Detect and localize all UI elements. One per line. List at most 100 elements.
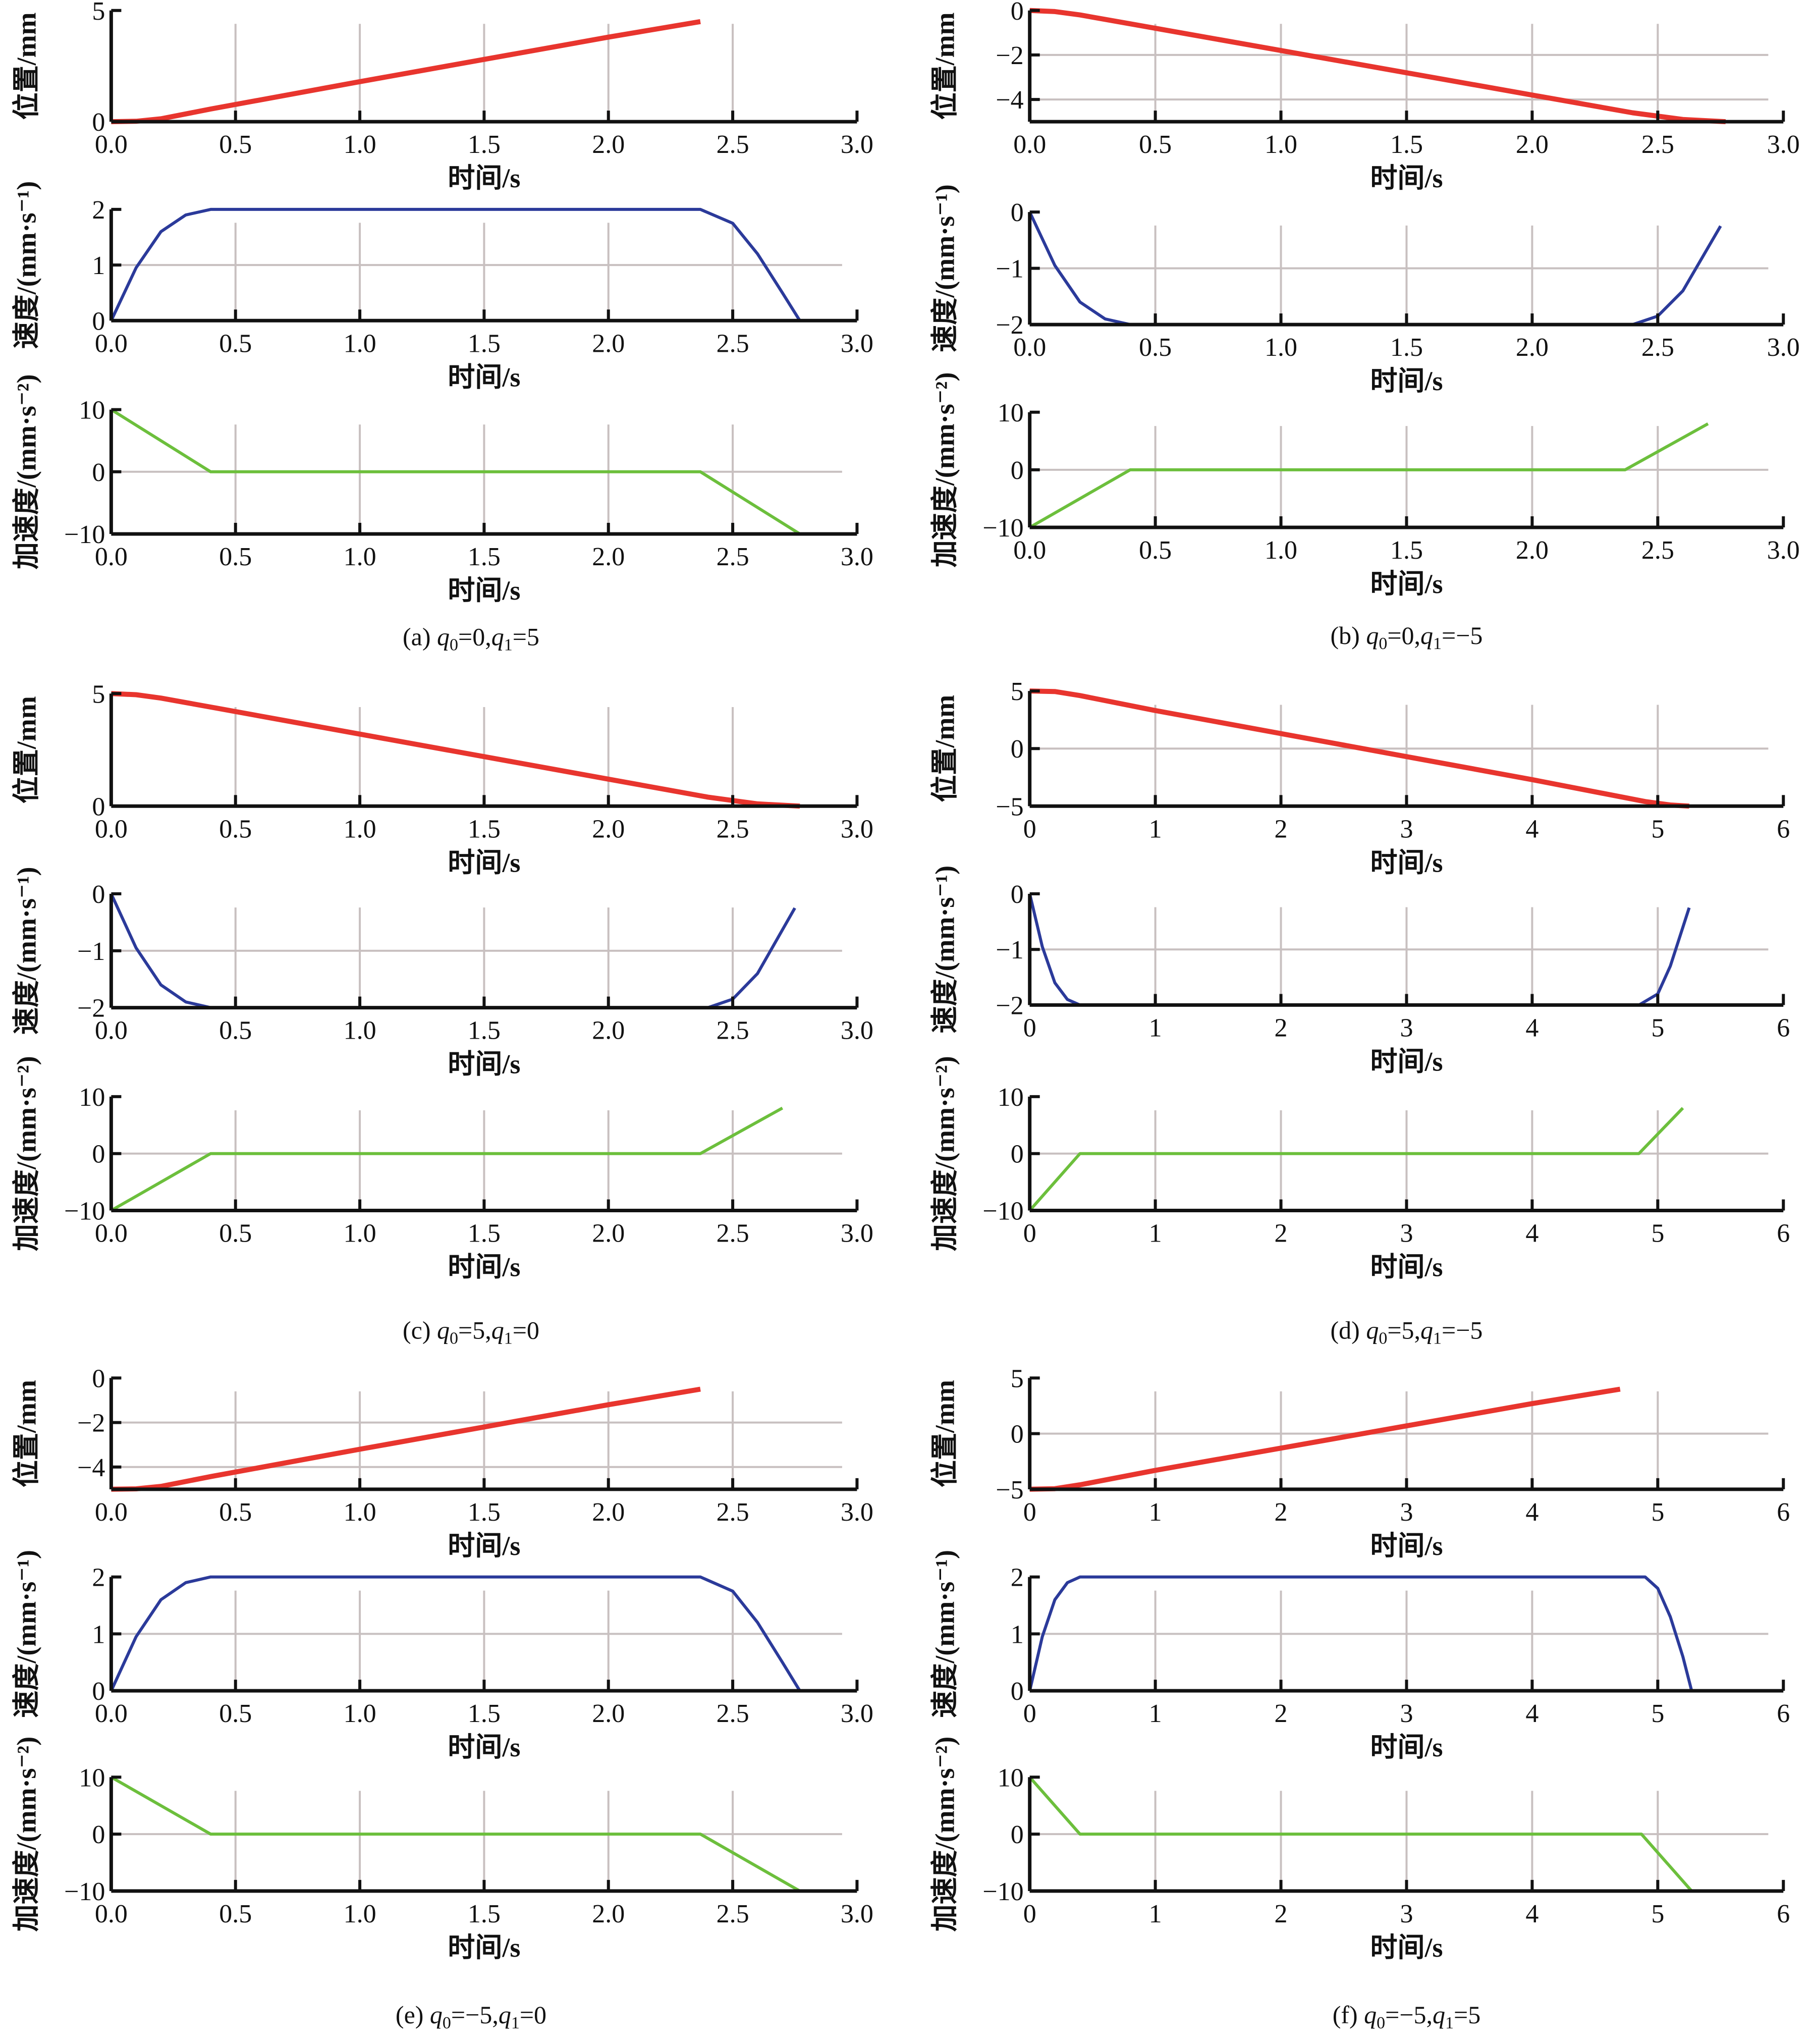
- y-tick-label: 0: [92, 458, 105, 487]
- y-tick-label: 0: [1011, 1820, 1024, 1849]
- x-tick-label: 2.5: [717, 815, 749, 843]
- x-tick-label: 3: [1400, 1900, 1413, 1928]
- caption-q1-subscript: 1: [504, 1329, 513, 1348]
- x-tick-label: 0.0: [1013, 536, 1046, 565]
- y-tick-label: 10: [79, 1763, 105, 1792]
- caption-q0-subscript: 0: [1379, 634, 1387, 653]
- x-tick-label: 5: [1651, 815, 1664, 843]
- x-tick-label: 4: [1525, 1498, 1539, 1527]
- caption-q0-subscript: 0: [450, 1329, 458, 1348]
- x-tick-label: 3.0: [841, 1498, 873, 1527]
- caption-q0-value: −5: [1399, 2001, 1426, 2029]
- y-tick-label: −4: [77, 1454, 105, 1482]
- y-axis-label: 速度/(mm·s⁻¹): [11, 181, 41, 349]
- caption-q1-value: −5: [1456, 621, 1482, 650]
- x-tick-label: 1: [1149, 1498, 1162, 1527]
- y-axis-label: 位置/mm: [930, 695, 960, 802]
- y-tick-label: 10: [998, 1083, 1024, 1112]
- y-axis-label: 位置/mm: [11, 1380, 41, 1487]
- subplot-position: 0.0 0.5 1.0 1.5 2.0 2.5 3.0 −4 −2 0 时间/s 位置/mm: [11, 1364, 873, 1561]
- subplot-speed: 0.0 0.5 1.0 1.5 2.0 2.5 3.0 0 1 2 时间/s 速度/(mm·s⁻¹): [11, 181, 873, 393]
- y-tick-label: 2: [92, 1564, 105, 1592]
- caption-q0-eq: =: [458, 622, 472, 651]
- x-tick-label: 2.0: [592, 1498, 625, 1527]
- x-tick-label: 3.0: [841, 543, 873, 571]
- x-tick-label: 1.5: [468, 815, 501, 843]
- x-tick-label: 3.0: [841, 329, 873, 358]
- y-tick-label: 0: [92, 1364, 105, 1393]
- x-tick-label: 1.0: [344, 329, 376, 358]
- x-tick-label: 3: [1400, 1498, 1413, 1527]
- caption-q0-value: 5: [1402, 1316, 1414, 1344]
- x-tick-label: 2.0: [592, 1900, 625, 1928]
- y-tick-label: 1: [1011, 1620, 1024, 1649]
- x-tick-label: 1.0: [1265, 536, 1297, 565]
- caption-q1-subscript: 1: [1433, 1329, 1442, 1348]
- y-tick-label: 10: [79, 1083, 105, 1112]
- caption-q1-eq: =: [1454, 2001, 1468, 2029]
- x-tick-label: 2.0: [592, 815, 625, 843]
- x-tick-label: 1.0: [344, 815, 376, 843]
- x-tick-label: 2.0: [592, 1219, 625, 1248]
- y-axis-label: 加速度/(mm·s⁻²): [11, 374, 41, 569]
- x-tick-label: 0.0: [1013, 333, 1046, 362]
- caption-q1-symbol: q: [491, 622, 504, 651]
- x-tick-label: 0.0: [95, 1699, 128, 1728]
- caption-q0-symbol: q: [437, 1316, 450, 1344]
- y-axis-label: 加速度/(mm·s⁻²): [930, 1056, 960, 1251]
- y-tick-label: 0: [1011, 1420, 1024, 1449]
- y-tick-label: −10: [64, 520, 105, 549]
- caption-q1-symbol: q: [1433, 2001, 1445, 2029]
- subplot-speed: 0.0 0.5 1.0 1.5 2.0 2.5 3.0 −2 −1 0 时间/s 速度/(mm·s⁻¹…: [930, 184, 1800, 396]
- series-line-position: [111, 19, 701, 125]
- x-tick-label: 4: [1525, 1699, 1539, 1728]
- x-tick-label: 2.0: [592, 329, 625, 358]
- x-tick-label: 3: [1400, 1219, 1413, 1248]
- x-tick-label: 0.5: [219, 815, 252, 843]
- x-tick-label: 0.5: [219, 1219, 252, 1248]
- y-tick-label: 10: [998, 399, 1024, 427]
- y-tick-label: 0: [1011, 1677, 1024, 1706]
- series-line-accel: [1028, 1776, 1693, 1892]
- x-tick-label: 2: [1275, 815, 1288, 843]
- x-tick-label: 1.0: [344, 1699, 376, 1728]
- caption-q1-eq: =: [520, 2001, 534, 2029]
- x-tick-label: 1.0: [1265, 130, 1297, 159]
- caption-q0-eq: =: [451, 2001, 465, 2029]
- subplot-position: 0.0 0.5 1.0 1.5 2.0 2.5 3.0 0 5 时间/s 位置/mm: [11, 0, 873, 193]
- x-tick-label: 2.5: [717, 1219, 749, 1248]
- series-line-speed: [1028, 1575, 1693, 1691]
- x-tick-label: 1.5: [468, 1219, 501, 1248]
- x-tick-label: 2.5: [717, 1699, 749, 1728]
- caption-prefix: (a): [403, 622, 437, 651]
- caption-q1-symbol: q: [491, 1316, 504, 1344]
- y-tick-label: 0: [1011, 456, 1024, 485]
- x-axis-label: 时间/s: [1370, 569, 1443, 599]
- y-tick-label: 10: [79, 396, 105, 425]
- subplot-accel: 0.0 0.5 1.0 1.5 2.0 2.5 3.0 −10 0 10 时间/s 加速度/(mm·s…: [11, 374, 873, 605]
- y-tick-label: 0: [92, 307, 105, 336]
- y-tick-label: 5: [1011, 677, 1024, 706]
- x-tick-label: 1.5: [468, 1900, 501, 1928]
- y-axis-label: 速度/(mm·s⁻¹): [930, 184, 960, 352]
- x-tick-label: 0.0: [95, 1498, 128, 1527]
- caption-q1-value: 5: [1468, 2001, 1480, 2029]
- x-axis-label: 时间/s: [1370, 847, 1443, 878]
- caption-q1-value: 0: [527, 1316, 539, 1344]
- caption-q0-eq: =: [458, 1316, 472, 1344]
- x-tick-label: 6: [1777, 1219, 1790, 1248]
- x-tick-label: 0.5: [219, 329, 252, 358]
- y-tick-label: 0: [92, 1820, 105, 1849]
- caption-q0-subscript: 0: [443, 2014, 451, 2032]
- caption-prefix: (b): [1331, 621, 1366, 650]
- y-tick-label: 0: [1011, 735, 1024, 764]
- x-tick-label: 3: [1400, 1013, 1413, 1042]
- panel-caption: (d) q0=5,q1=−5: [1331, 1316, 1483, 1348]
- caption-q1-eq: =: [1442, 1316, 1456, 1344]
